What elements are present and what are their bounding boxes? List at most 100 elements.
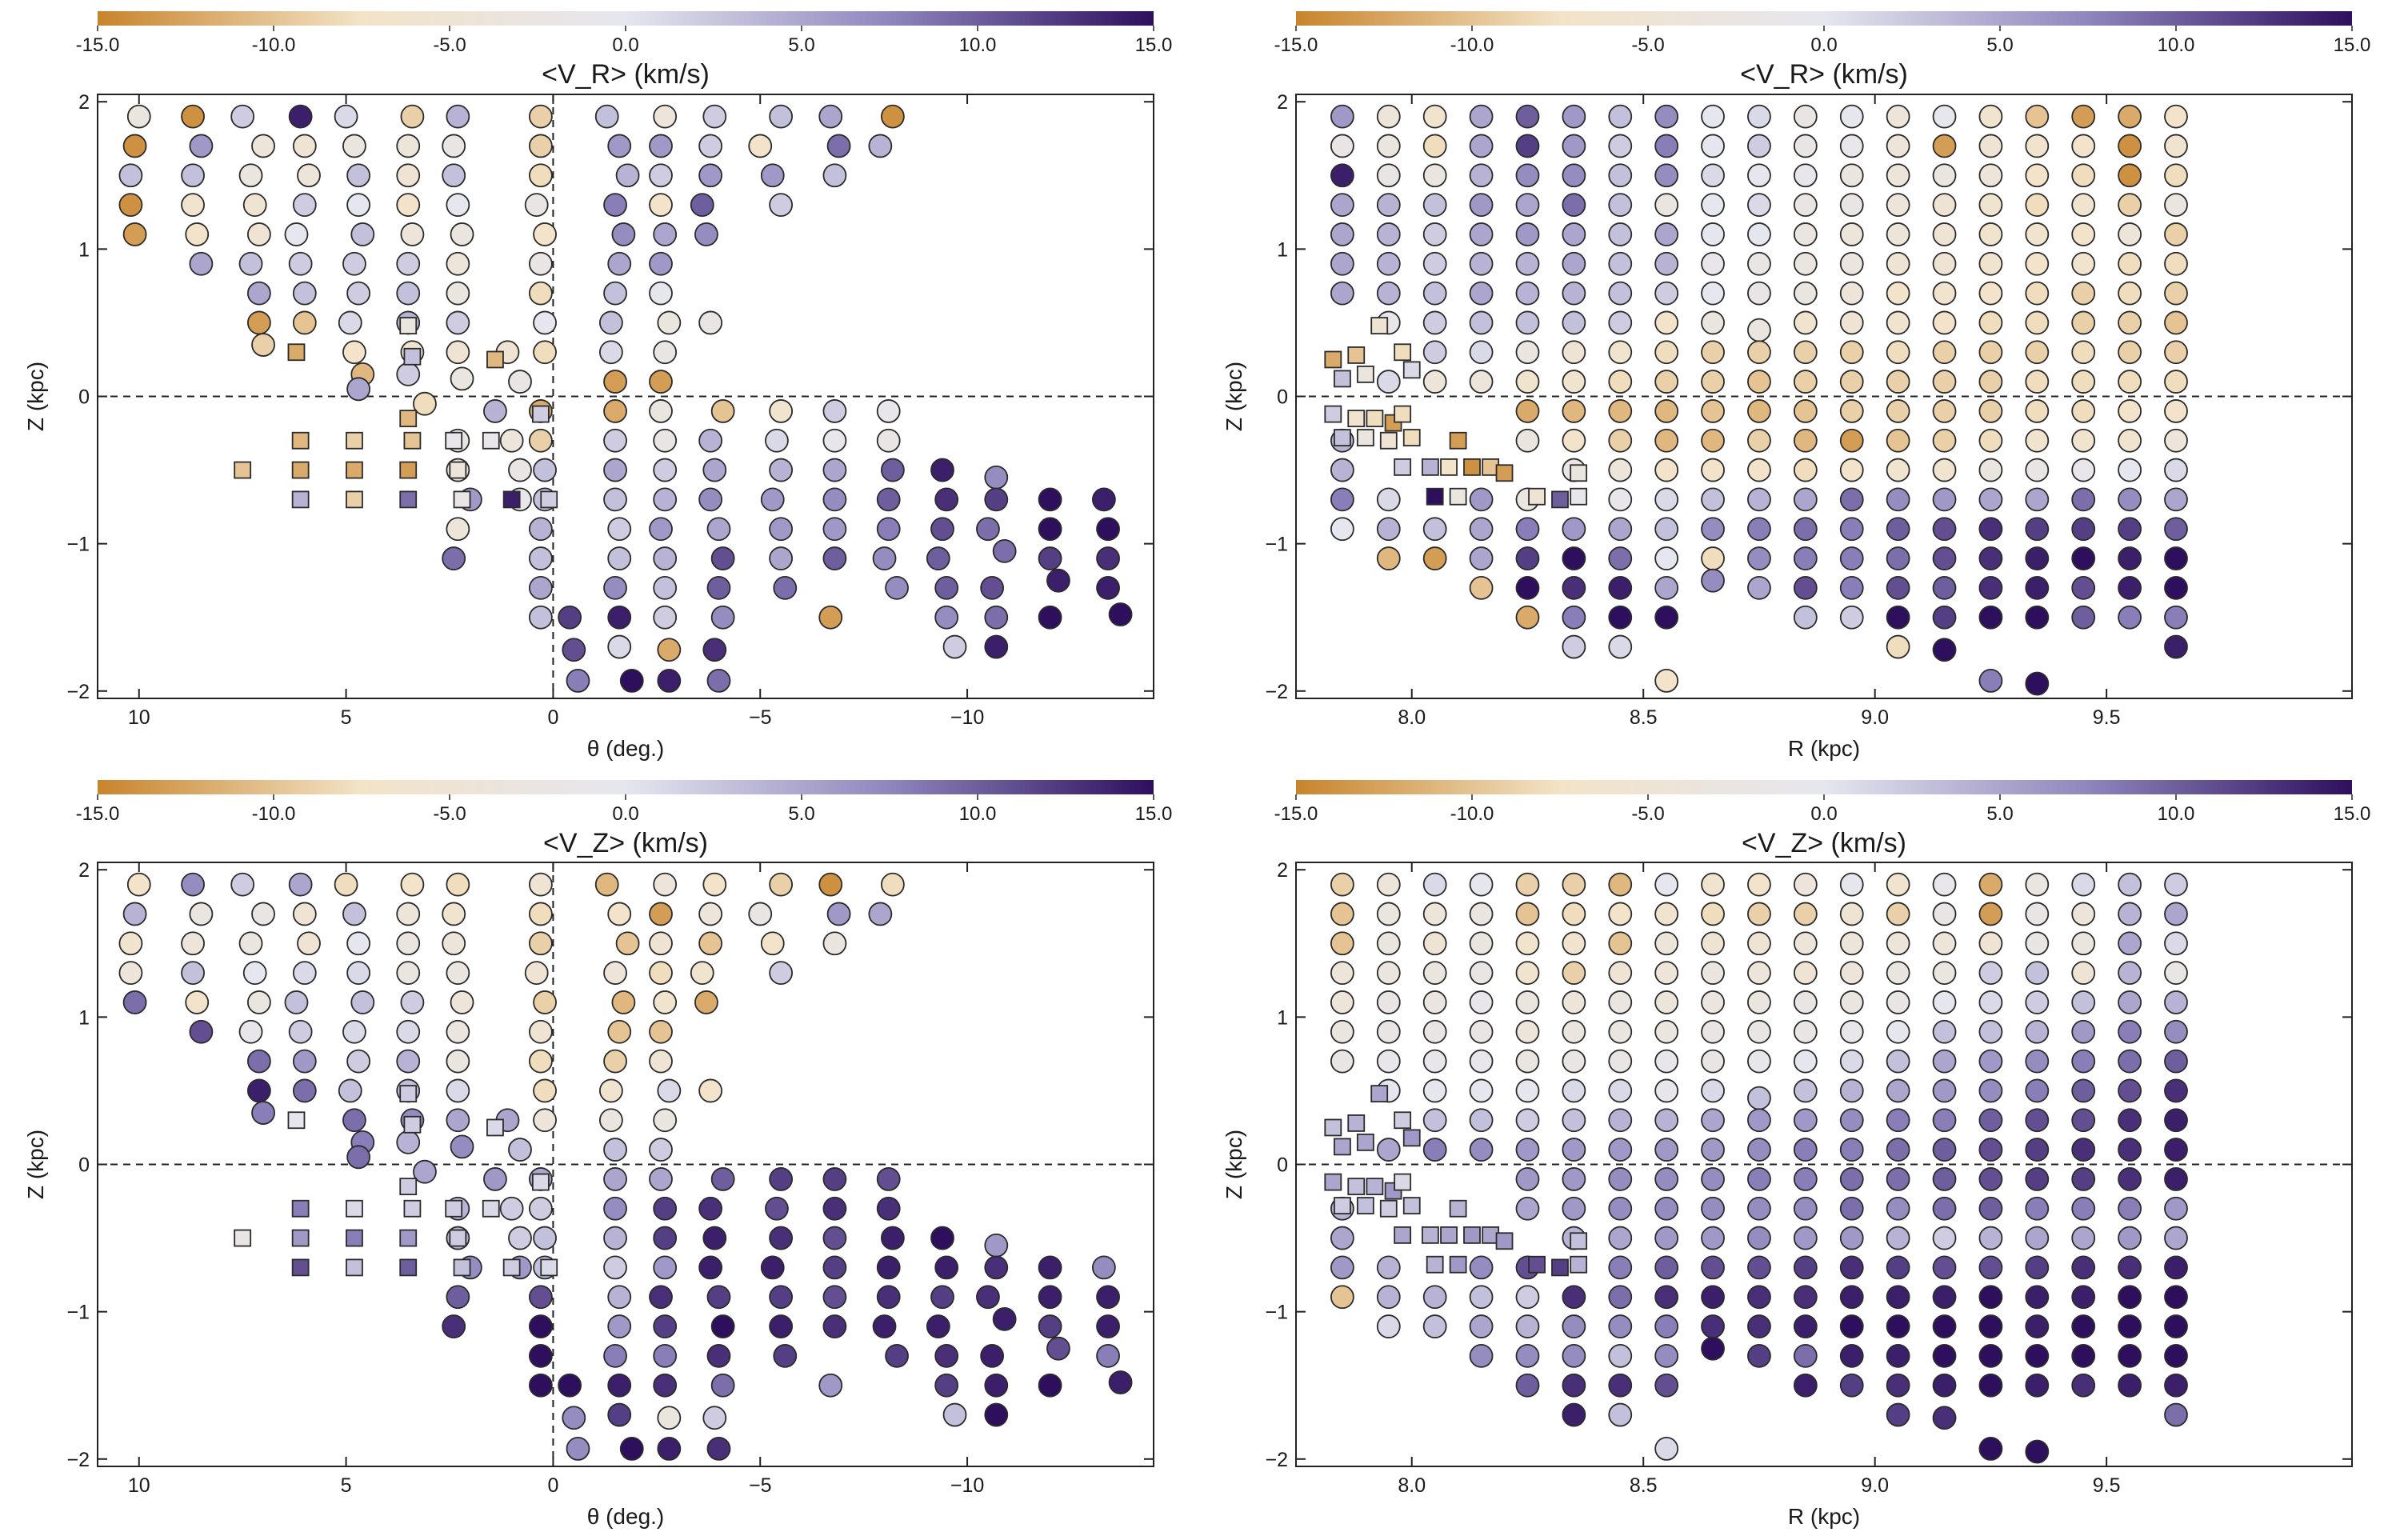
data-point [2071,1078,2096,1103]
data-point [1886,872,1910,897]
data-point [442,1314,466,1338]
data-point [2164,1373,2188,1398]
data-square [1347,346,1366,364]
data-square [1394,343,1412,362]
data-point [1091,487,1116,512]
data-square [1449,487,1467,506]
y-tick-label: 1 [1277,238,1288,261]
data-point [1978,222,2003,246]
data-point [1562,902,1586,926]
data-point [1376,990,1401,1014]
data-point [1469,1019,1494,1044]
data-point [1654,1138,1679,1162]
data-point [657,310,682,335]
y-tick-label: −2 [66,1449,90,1471]
data-point [1422,902,1447,926]
data-point [1978,1049,2003,1074]
data-square [291,431,310,450]
data-point [396,902,421,926]
data-point [1932,193,1957,218]
data-square [1333,1138,1351,1156]
data-point [1562,104,1586,129]
data-point [826,134,851,158]
data-point [2025,931,2050,956]
data-point [1793,990,1818,1014]
data-point [1376,1255,1401,1280]
data-point [868,902,893,926]
data-point [1932,961,1957,986]
data-point [400,222,425,246]
data-point [1654,961,1679,986]
data-point [189,902,214,926]
data-point [649,961,673,986]
data-square [291,490,310,509]
data-point [1422,281,1447,306]
data-point [181,872,205,897]
data-point [1469,1255,1494,1280]
data-point [934,487,959,512]
data-point [350,990,375,1014]
colorbar: -15.0 -10.0 -5.0 0.0 5.0 10.0 15.0 <V_Z> (km/s… [76,780,1172,858]
data-point [1654,517,1679,542]
data-point [2025,134,2050,158]
data-square [1440,458,1458,476]
data-point [710,546,735,570]
data-point [1886,1108,1910,1133]
data-square [1394,1111,1412,1130]
data-square [1347,410,1366,428]
data-point [1701,1108,1725,1133]
colorbar-label: <V_R> (km/s) [542,59,710,90]
data-point [499,1196,524,1221]
data-point [2071,251,2096,276]
data-point [528,1343,553,1368]
data-point [1608,1226,1633,1250]
data-point [1515,605,1540,630]
data-point [1515,1373,1540,1398]
data-point [2025,1108,2050,1133]
data-point [1376,134,1401,158]
data-point [1839,1108,1864,1133]
data-point [1469,340,1494,365]
data-point [1562,1343,1586,1368]
data-point [1978,1196,2003,1221]
data-point [1747,281,1771,306]
data-square [346,1229,363,1247]
data-point [2118,1226,2142,1250]
data-point [1376,961,1401,986]
data-point [1793,340,1818,365]
data-point [765,428,789,453]
data-point [649,1049,673,1074]
data-point [1932,251,1957,276]
data-square [291,1229,310,1247]
data-point [818,605,843,630]
data-point [1422,310,1447,335]
data-point [1978,340,2003,365]
data-point [1793,575,1818,600]
data-point [396,1019,421,1044]
data-point [1839,931,1864,956]
data-point [2025,222,2050,246]
data-point [1330,1226,1354,1250]
data-point [1422,193,1447,218]
data-point [1839,399,1864,423]
data-point [1747,458,1771,482]
data-square [1394,1226,1412,1244]
data-point [769,1167,794,1191]
data-point [1747,1226,1771,1250]
data-point [2164,134,2188,158]
data-point [1978,1285,2003,1310]
data-point [342,251,366,276]
data-point [2118,1167,2142,1191]
data-point [1793,1373,1818,1398]
data-point [1701,370,1725,394]
data-point [657,669,682,693]
data-point [2025,1226,2050,1250]
data-point [1422,370,1447,394]
colorbar-tick-label: 5.0 [788,803,814,825]
data-point [1654,872,1679,897]
data-point [1932,931,1957,956]
data-point [1839,1285,1864,1310]
data-point [1608,281,1633,306]
data-point [2025,310,2050,335]
data-point [1793,902,1818,926]
